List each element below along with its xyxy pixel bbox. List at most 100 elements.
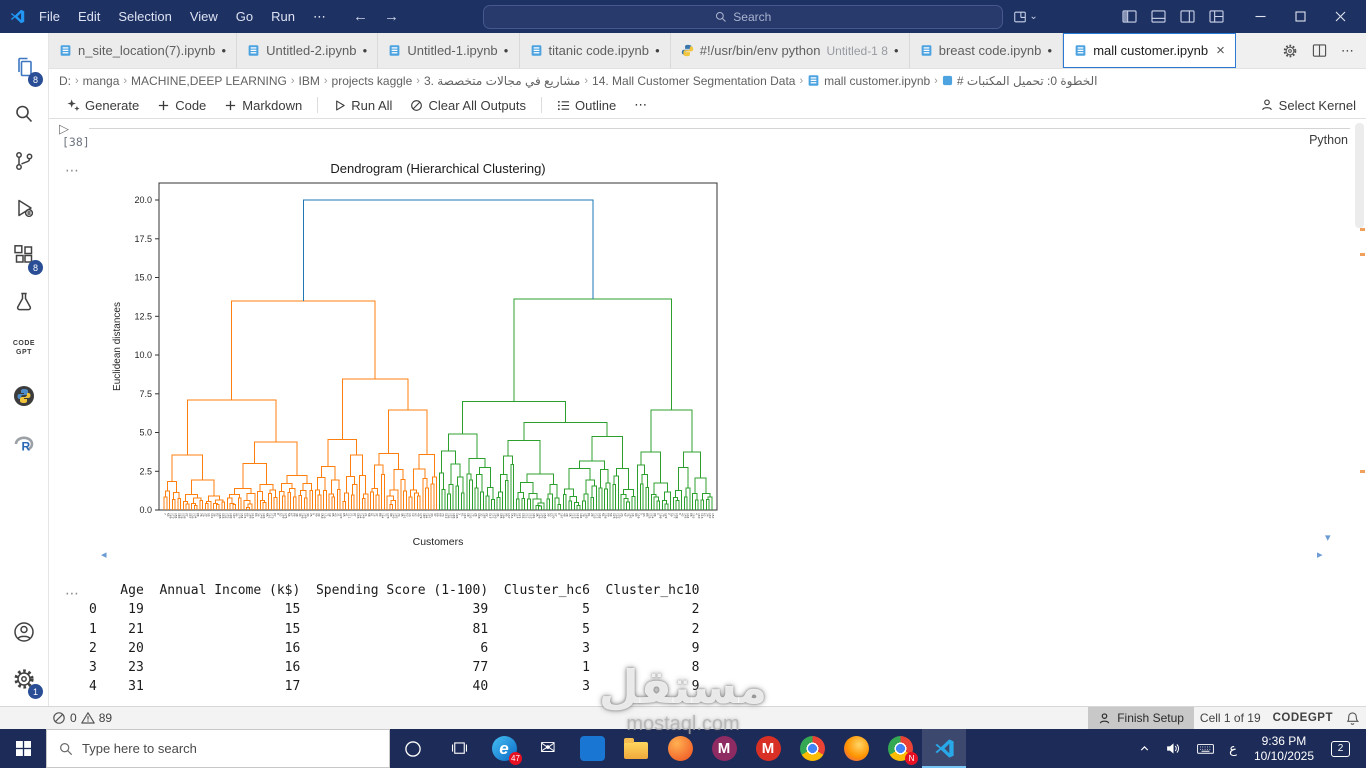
clear-all-outputs-button[interactable]: Clear All Outputs [403,96,533,115]
task-view-icon[interactable] [436,729,482,768]
svg-text:149: 149 [361,513,365,519]
settings-gear-icon[interactable]: 1 [0,655,48,702]
python-icon[interactable] [0,372,48,419]
toggle-secondary-sidebar-icon[interactable] [1180,10,1195,23]
nav-forward-icon[interactable]: → [384,8,399,25]
breadcrumb-item[interactable]: MACHINE,DEEP LEARNING [131,73,287,88]
tab-mall-customer-ipynb[interactable]: mall customer.ipynb × [1063,33,1236,68]
close-tab-icon[interactable]: × [1216,42,1225,59]
svg-text:7.5: 7.5 [139,389,152,399]
add-code-cell-button[interactable]: Code [150,96,213,115]
menu--[interactable]: ⋯ [313,8,326,24]
taskbar-app-edge[interactable]: e 47 [482,729,526,768]
toggle-primary-sidebar-icon[interactable] [1122,10,1137,23]
menu-edit[interactable]: Edit [77,8,101,24]
notification-center-icon[interactable]: 2 [1324,729,1361,768]
select-kernel-button[interactable]: Select Kernel [1260,98,1356,113]
toolbar-more-icon[interactable]: ⋯ [634,97,648,112]
taskbar-app-m-purple[interactable]: M [702,729,746,768]
menu-view[interactable]: View [189,8,218,24]
svg-text:131: 131 [521,513,525,519]
taskbar-app-file-explorer[interactable] [614,729,658,768]
explorer-icon[interactable]: 8 [0,43,48,90]
customize-layout-icon[interactable] [1209,10,1224,23]
taskbar-app-vscode[interactable] [922,729,966,768]
menu-run[interactable]: Run [271,8,295,24]
minimize-button[interactable] [1240,0,1280,33]
svg-text:35: 35 [400,513,404,517]
codegpt-icon[interactable]: CODE GPT [12,340,36,356]
scroll-right-icon[interactable]: ▸ [1317,549,1323,561]
tab-n-site-location-7-ipynb[interactable]: n_site_location(7).ipynb ● [49,33,238,68]
command-center-search[interactable]: Search [483,4,1004,29]
tab-usr-bin-env-python[interactable]: #!/usr/bin/env python Untitled-1 8 ● [670,33,910,68]
svg-text:122: 122 [524,513,528,519]
taskbar-app-gmail[interactable]: M [746,729,790,768]
clock[interactable]: 9:36 PM 10/10/2025 [1244,729,1324,768]
search-icon[interactable] [0,90,48,137]
taskbar-app-chrome[interactable] [790,729,834,768]
breadcrumb-item[interactable]: 14. Mall Customer Segmentation Data [592,73,796,88]
breadcrumb-item[interactable]: IBM [298,73,320,88]
testing-icon[interactable] [0,278,48,325]
r-language-icon[interactable]: R [0,419,48,466]
taskbar-app-blue-tile[interactable] [570,729,614,768]
language-indicator[interactable]: ع [1229,740,1237,756]
run-debug-icon[interactable] [0,184,48,231]
more-actions-icon[interactable]: ⋯ [1341,42,1354,58]
output-options-icon[interactable]: ⋯ [65,162,80,178]
cortana-icon[interactable] [390,729,436,768]
problems-indicator[interactable]: 0 89 [46,707,118,729]
extensions-icon[interactable]: 8 [0,231,48,278]
nav-back-icon[interactable]: ← [353,8,368,25]
touch-keyboard-icon[interactable] [1189,729,1222,768]
menu-selection[interactable]: Selection [118,8,172,24]
account-icon[interactable] [0,608,48,655]
breadcrumb-item[interactable]: # الخطوة 0: تحميل المكتبات [942,74,1097,88]
source-control-icon[interactable] [0,137,48,184]
generate-button[interactable]: Generate [59,96,146,115]
breadcrumb-separator-icon: › [934,74,938,87]
toggle-panel-icon[interactable] [1151,10,1166,23]
breadcrumb-item[interactable]: 3. مشاريع في مجالات متخصصة [423,73,581,88]
maximize-button[interactable] [1280,0,1320,33]
tray-chevron-up-icon[interactable] [1131,729,1158,768]
taskbar-app-mail[interactable]: ✉ [526,729,570,768]
codegpt-status[interactable]: CODEGPT [1272,712,1333,724]
tab-untitled-2-ipynb[interactable]: Untitled-2.ipynb ● [237,33,379,68]
breadcrumb-item[interactable]: manga [82,73,120,88]
menu-file[interactable]: File [39,8,60,24]
cell-position-indicator[interactable]: Cell 1 of 19 [1199,711,1261,725]
breadcrumb-item[interactable]: D: [59,73,71,88]
outline-button[interactable]: Outline [550,96,623,115]
run-all-button[interactable]: Run All [326,96,399,115]
breadcrumb-item[interactable]: mall customer.ipynb [807,74,930,88]
run-cell-icon[interactable]: ▷ [59,121,69,136]
cell-language-picker[interactable]: Python [1309,133,1348,147]
layout-control[interactable]: ⌄ [1013,10,1038,24]
svg-text:11: 11 [350,513,354,517]
tab-titanic-code-ipynb[interactable]: titanic code.ipynb ● [519,33,671,68]
output-options-icon-2[interactable]: ⋯ [65,585,80,601]
taskbar-app-chrome-n[interactable]: N [878,729,922,768]
scrollbar-thumb[interactable] [1355,123,1364,228]
split-editor-icon[interactable] [1312,43,1327,58]
notebook-settings-gear-icon[interactable] [1282,43,1298,59]
volume-icon[interactable] [1158,729,1189,768]
tab-untitled-1-ipynb[interactable]: Untitled-1.ipynb ● [378,33,520,68]
start-button[interactable] [0,729,46,768]
taskbar-search-input[interactable]: Type here to search [46,729,390,768]
close-button[interactable] [1320,0,1360,33]
tab-breast-code-ipynb[interactable]: breast code.ipynb ● [909,33,1064,68]
taskbar-app-browser-orange[interactable] [658,729,702,768]
scroll-down-icon[interactable]: ▾ [1325,532,1331,544]
menu-go[interactable]: Go [235,8,254,24]
add-markdown-cell-button[interactable]: Markdown [217,96,309,115]
scroll-left-icon[interactable]: ◂ [101,549,107,561]
finish-setup-button[interactable]: Finish Setup [1088,707,1194,729]
breadcrumb-item[interactable]: projects kaggle [331,73,413,88]
notifications-bell-icon[interactable] [1339,707,1366,729]
taskbar-app-firefox[interactable] [834,729,878,768]
notebook-icon [247,44,260,57]
svg-text:Customers: Customers [413,536,464,548]
